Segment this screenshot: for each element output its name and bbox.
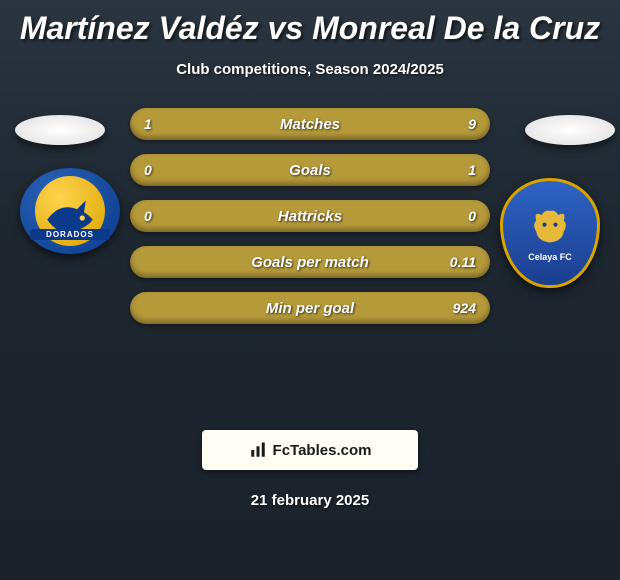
stat-row-goals-per-match: Goals per match 0.11 xyxy=(130,246,490,278)
club-left-name: DORADOS xyxy=(30,229,110,240)
bull-icon xyxy=(528,204,572,248)
stat-row-goals: 0 Goals 1 xyxy=(130,154,490,186)
player-right-avatar xyxy=(525,115,615,145)
date-text: 21 february 2025 xyxy=(0,492,620,509)
stat-row-matches: 1 Matches 9 xyxy=(130,108,490,140)
stat-row-min-per-goal: Min per goal 924 xyxy=(130,292,490,324)
stat-left-value: 0 xyxy=(144,208,152,224)
club-badge-left: DORADOS xyxy=(20,168,120,254)
stat-right-value: 0 xyxy=(468,208,476,224)
stat-label: Matches xyxy=(130,116,490,133)
stat-right-value: 924 xyxy=(453,300,476,316)
stat-bars: 1 Matches 9 0 Goals 1 0 Hattricks 0 Goal… xyxy=(130,108,490,338)
stat-right-value: 0.11 xyxy=(450,254,476,270)
subtitle: Club competitions, Season 2024/2025 xyxy=(0,61,620,78)
brand-text: FcTables.com xyxy=(273,442,372,459)
stat-label: Min per goal xyxy=(130,300,490,317)
brand-badge[interactable]: FcTables.com xyxy=(202,430,418,470)
club-badge-right: Celaya FC xyxy=(500,178,600,288)
player-left-avatar xyxy=(15,115,105,145)
stat-right-value: 1 xyxy=(468,162,476,178)
page-title: Martínez Valdéz vs Monreal De la Cruz xyxy=(0,0,620,47)
comparison-panel: DORADOS Celaya FC 1 Matches 9 0 Goals 1 … xyxy=(0,108,620,408)
stat-left-value: 1 xyxy=(144,116,152,132)
stat-right-value: 9 xyxy=(468,116,476,132)
stat-label: Goals xyxy=(130,162,490,179)
stat-label: Goals per match xyxy=(130,254,490,271)
stat-left-value: 0 xyxy=(144,162,152,178)
stat-label: Hattricks xyxy=(130,208,490,225)
club-right-name: Celaya FC xyxy=(528,252,572,262)
bar-chart-icon xyxy=(249,441,267,459)
stat-row-hattricks: 0 Hattricks 0 xyxy=(130,200,490,232)
